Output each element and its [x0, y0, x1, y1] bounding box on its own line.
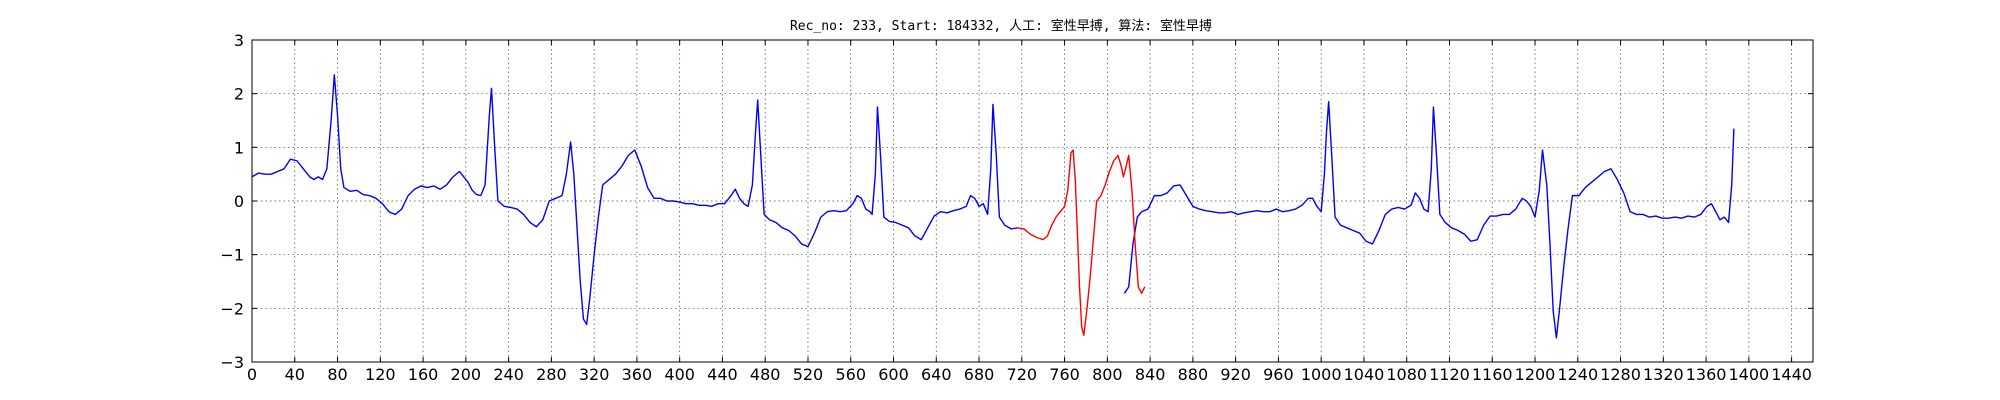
x-tick-label: 1120 — [1429, 365, 1470, 384]
x-tick-label: 160 — [408, 365, 439, 384]
x-tick-label: 1280 — [1600, 365, 1641, 384]
x-tick-label: 680 — [964, 365, 995, 384]
y-tick-label: −3 — [220, 353, 244, 372]
x-tick-label: 400 — [664, 365, 695, 384]
x-tick-label: 240 — [493, 365, 524, 384]
x-tick-label: 1360 — [1686, 365, 1727, 384]
x-tick-label: 1160 — [1472, 365, 1513, 384]
series-line-0-1 — [1123, 101, 1735, 339]
x-tick-label: 360 — [622, 365, 653, 384]
y-tick-label: −1 — [220, 246, 244, 265]
x-tick-label: 120 — [365, 365, 396, 384]
x-tick-label: 1080 — [1386, 365, 1427, 384]
x-tick-label: 640 — [921, 365, 952, 384]
x-tick-label: 40 — [285, 365, 305, 384]
x-tick-label: 480 — [750, 365, 781, 384]
x-tick-label: 760 — [1049, 365, 1080, 384]
x-tick-label: 600 — [878, 365, 909, 384]
y-tick-label: −2 — [220, 299, 244, 318]
y-tick-label: 2 — [234, 85, 244, 104]
series-line-1-0 — [1017, 149, 1146, 336]
x-tick-label: 720 — [1007, 365, 1038, 384]
x-tick-label: 1400 — [1728, 365, 1769, 384]
axes — [251, 39, 1814, 363]
x-tick-label: 280 — [536, 365, 567, 384]
x-tick-label: 0 — [247, 365, 257, 384]
x-tick-label: 1040 — [1344, 365, 1385, 384]
x-tick-label: 320 — [579, 365, 610, 384]
x-tick-label: 800 — [1092, 365, 1123, 384]
x-tick-label: 1000 — [1301, 365, 1342, 384]
x-tick-label: 80 — [327, 365, 347, 384]
y-tick-label: 3 — [234, 31, 244, 50]
x-tick-label: 880 — [1178, 365, 1209, 384]
grid-lines — [252, 40, 1813, 362]
series-lines — [251, 74, 1735, 339]
x-tick-label: 1240 — [1557, 365, 1598, 384]
x-tick-label: 1440 — [1771, 365, 1812, 384]
chart-title: Rec_no: 233, Start: 184332, 人工: 室性早搏, 算法… — [790, 18, 1212, 34]
x-tick-label: 440 — [707, 365, 738, 384]
series-line-0-0 — [251, 74, 1018, 326]
x-tick-label: 920 — [1220, 365, 1251, 384]
x-tick-label: 1320 — [1643, 365, 1684, 384]
x-tick-label: 1200 — [1515, 365, 1556, 384]
tick-labels: 0 40 80 120 160 200 240 280 320 360 400 440 480 520 56… — [220, 31, 1812, 384]
x-tick-label: 520 — [793, 365, 824, 384]
y-tick-label: 0 — [234, 192, 244, 211]
x-tick-label: 840 — [1135, 365, 1166, 384]
y-tick-label: 1 — [234, 138, 244, 157]
x-tick-label: 200 — [451, 365, 482, 384]
x-tick-label: 960 — [1263, 365, 1294, 384]
x-tick-label: 560 — [835, 365, 866, 384]
